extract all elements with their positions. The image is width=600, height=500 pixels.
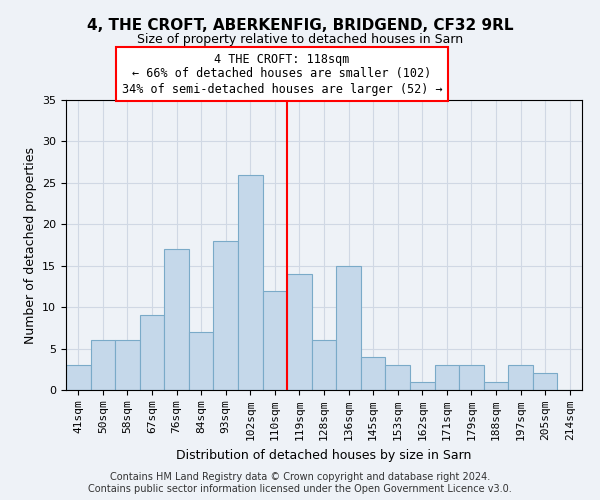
Bar bbox=[140, 316, 164, 390]
Bar bbox=[238, 174, 263, 390]
Bar bbox=[361, 357, 385, 390]
X-axis label: Distribution of detached houses by size in Sarn: Distribution of detached houses by size … bbox=[176, 448, 472, 462]
Text: Contains public sector information licensed under the Open Government Licence v3: Contains public sector information licen… bbox=[88, 484, 512, 494]
Bar bbox=[66, 365, 91, 390]
Bar bbox=[189, 332, 214, 390]
Bar bbox=[459, 365, 484, 390]
Bar bbox=[484, 382, 508, 390]
Bar bbox=[385, 365, 410, 390]
Text: Size of property relative to detached houses in Sarn: Size of property relative to detached ho… bbox=[137, 32, 463, 46]
Bar bbox=[214, 241, 238, 390]
Bar bbox=[115, 340, 140, 390]
Bar bbox=[336, 266, 361, 390]
Bar bbox=[287, 274, 312, 390]
Bar bbox=[410, 382, 434, 390]
Text: 4, THE CROFT, ABERKENFIG, BRIDGEND, CF32 9RL: 4, THE CROFT, ABERKENFIG, BRIDGEND, CF32… bbox=[87, 18, 513, 32]
Bar bbox=[312, 340, 336, 390]
Y-axis label: Number of detached properties: Number of detached properties bbox=[23, 146, 37, 344]
Text: Contains HM Land Registry data © Crown copyright and database right 2024.: Contains HM Land Registry data © Crown c… bbox=[110, 472, 490, 482]
Bar bbox=[164, 249, 189, 390]
Text: 4 THE CROFT: 118sqm
← 66% of detached houses are smaller (102)
34% of semi-detac: 4 THE CROFT: 118sqm ← 66% of detached ho… bbox=[122, 52, 442, 96]
Bar bbox=[508, 365, 533, 390]
Bar bbox=[434, 365, 459, 390]
Bar bbox=[91, 340, 115, 390]
Bar bbox=[263, 290, 287, 390]
Bar bbox=[533, 374, 557, 390]
